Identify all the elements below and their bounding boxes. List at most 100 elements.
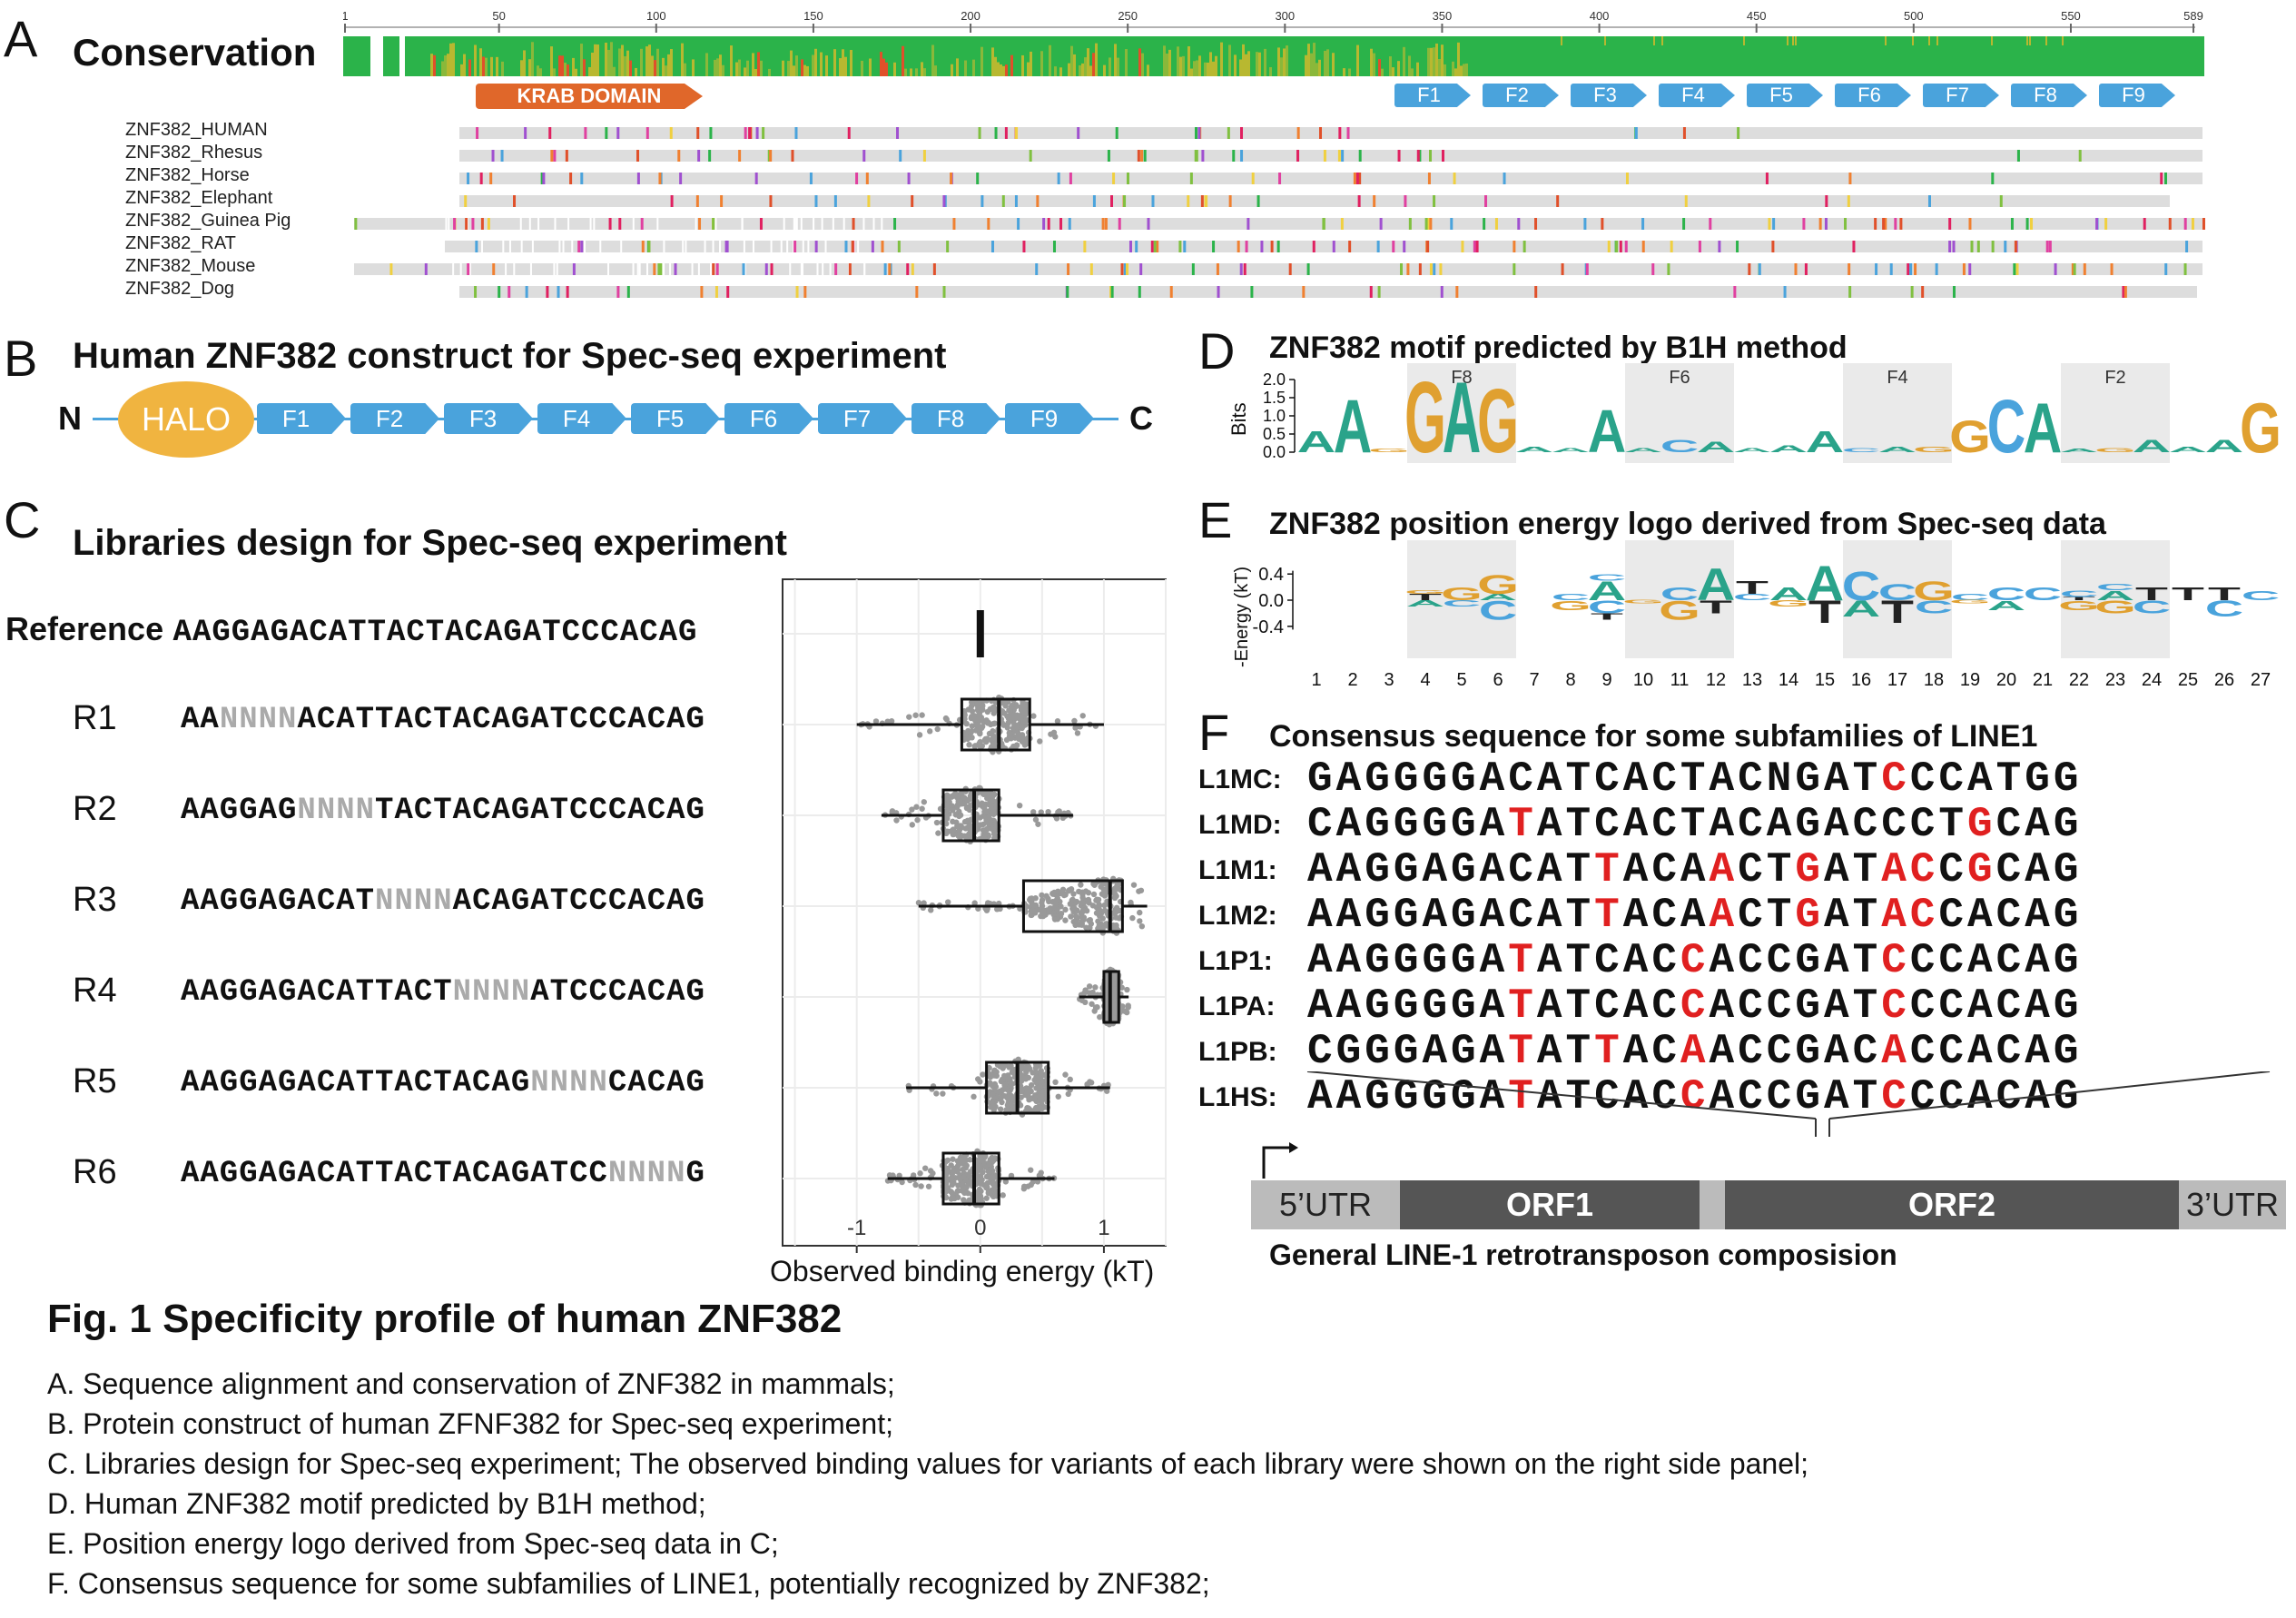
data-point [893,817,900,824]
ruler-tick: 350 [1433,9,1453,23]
data-point [912,712,919,718]
base: C [1909,937,1939,984]
d-ytick: 0.0 [1263,443,1286,461]
base: A [1709,755,1739,803]
logo-letter: C [1588,572,1626,582]
base: A [1422,1028,1452,1075]
logo-letter: A [1552,447,1590,453]
base: G [1451,937,1480,984]
data-point [962,735,969,742]
base: G [1365,892,1394,939]
data-point [1092,1004,1099,1011]
data-point [1074,730,1081,736]
data-point [971,900,978,906]
logo-letter: A [1806,426,1844,459]
base: G [1365,982,1394,1030]
base: T [1508,1028,1537,1075]
data-point [1079,713,1086,719]
base: G [1393,892,1423,939]
logo-letter: C [1842,447,1880,453]
data-point [991,1067,998,1074]
logo-letter: G [1768,598,1809,608]
ruler-tick: 250 [1118,9,1138,23]
species-name: ZNF382_RAT [125,233,236,253]
data-point [1016,802,1023,809]
data-point [1007,1078,1013,1084]
composition-title: General LINE-1 retrotransposon composisi… [1269,1238,1897,1271]
base: C [1738,755,1767,803]
data-point [1082,987,1089,993]
panel-e-label: E [1198,491,1233,548]
data-point [1039,900,1045,906]
data-point [979,724,986,730]
base: A [1479,937,1509,984]
base: T [1852,846,1882,893]
subfamily-label: L1M1: [1198,855,1277,885]
data-point [1129,914,1136,922]
base: A [1881,1028,1910,1075]
box [976,610,984,657]
base: G [1422,801,1452,848]
base: C [1738,982,1767,1030]
base: C [1881,982,1910,1030]
base: C [1938,1073,1968,1120]
data-point [990,704,997,711]
base: A [1823,892,1853,939]
data-point [1037,1105,1044,1111]
data-point [1022,738,1029,745]
data-point [954,1188,961,1194]
data-point [909,822,916,828]
data-point [1055,1093,1061,1100]
data-point [967,795,973,803]
base: A [1536,982,1566,1030]
base: T [1508,937,1537,984]
logo-letter: C [1552,592,1590,602]
library-label: R1 [73,699,117,737]
base: G [2053,1028,2083,1075]
seq-randomized: NNNN [530,1066,608,1100]
base: G [2053,1073,2083,1120]
data-point [1016,735,1022,743]
logo-letter: T [1808,595,1841,630]
data-point [987,1156,994,1163]
base: G [2053,982,2083,1030]
data-point [942,1177,950,1183]
data-point [979,800,985,806]
data-point [977,738,983,745]
data-point [921,799,928,805]
data-point [971,1093,977,1100]
logo-letter: G [1949,599,1991,605]
data-point [992,1103,999,1110]
base: G [1451,755,1480,803]
data-point [1031,908,1038,915]
base: A [1766,801,1796,848]
e-ytick: 0.4 [1258,565,1284,585]
data-point [1101,902,1108,909]
base: C [1995,982,2025,1030]
data-point [943,1188,950,1195]
base: G [1422,755,1452,803]
data-point [1085,890,1092,896]
base: G [2053,937,2083,984]
data-point [1123,1009,1130,1016]
data-point [1003,1107,1010,1113]
alignment-track [459,173,2202,184]
ruler-tick: 1 [343,9,349,23]
data-point [949,1189,956,1197]
base: A [1967,982,1996,1030]
base: C [1651,1073,1680,1120]
data-point [1008,1101,1015,1108]
x-tick-label: 1 [1098,1216,1109,1240]
logo-letter: T [2208,584,2241,604]
logo-letter: G [2094,447,2136,453]
position-label: 7 [1529,670,1539,690]
library-label: R5 [73,1062,117,1100]
base: A [1967,755,1996,803]
logo-letter: A [1697,439,1735,456]
seq-fixed-5: AA [181,703,220,737]
base: C [1651,846,1680,893]
position-label: 5 [1456,670,1466,690]
data-point [1032,1064,1040,1071]
data-point [1028,1167,1034,1173]
panel-a-title: Conservation [73,31,317,74]
